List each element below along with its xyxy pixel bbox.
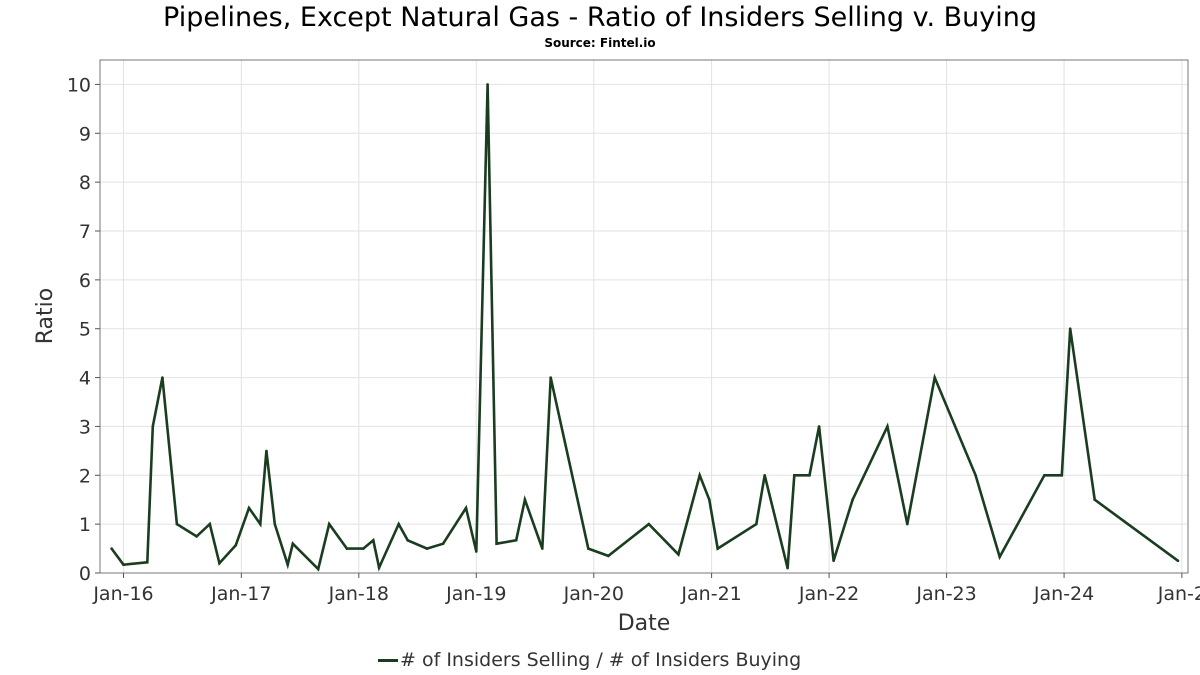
legend-label: # of Insiders Selling / # of Insiders Bu…: [400, 649, 802, 671]
data-point: [793, 474, 796, 477]
data-point: [441, 542, 445, 545]
data-point: [397, 522, 401, 526]
y-tick-label: 8: [79, 172, 91, 194]
x-tick-label: Jan-19: [445, 583, 506, 605]
y-tick-label: 0: [79, 563, 91, 585]
data-point: [1176, 559, 1180, 563]
data-point: [327, 522, 331, 526]
x-tick-label: Jan-16: [92, 583, 153, 605]
series-layer: [110, 83, 1180, 572]
x-axis-label: Date: [618, 611, 671, 636]
data-point: [377, 566, 381, 569]
data-point: [247, 506, 251, 510]
data-point: [755, 522, 758, 526]
data-point: [110, 547, 113, 550]
x-tick-label: Jan-22: [798, 583, 859, 605]
data-point: [851, 498, 854, 502]
y-tick-label: 2: [79, 465, 91, 487]
data-point: [587, 547, 590, 550]
data-point: [647, 522, 651, 526]
x-tick-label: Jan-24: [1033, 583, 1094, 605]
data-point: [175, 522, 179, 526]
data-point: [708, 498, 711, 502]
data-point: [273, 522, 277, 526]
data-point: [464, 506, 468, 510]
data-point: [933, 376, 936, 379]
data-point: [817, 425, 821, 428]
data-point: [234, 543, 238, 547]
data-point: [291, 542, 295, 545]
data-point: [1068, 327, 1072, 331]
data-point: [832, 559, 835, 563]
y-tick-label: 10: [67, 74, 91, 96]
chart-title: Pipelines, Except Natural Gas - Ratio of…: [163, 2, 1037, 33]
data-point: [974, 474, 977, 477]
data-point: [716, 547, 719, 550]
data-point: [161, 376, 164, 379]
data-point: [906, 522, 909, 526]
data-point: [541, 547, 544, 550]
x-axis-ticks: Jan-16 Jan-17 Jan-18 Jan-19 Jan-20 Jan-21 Jan-…: [92, 573, 1200, 605]
data-point: [998, 555, 1001, 559]
data-point: [345, 547, 349, 550]
data-point: [265, 449, 268, 453]
x-tick-label: Jan-2: [1157, 583, 1200, 605]
data-point: [406, 539, 410, 542]
data-point: [362, 547, 365, 550]
legend-line-swatch: [378, 658, 398, 662]
data-point: [122, 563, 125, 566]
y-axis-ticks: 0 1 2 3 4 5 6 7 8 9 10: [67, 74, 100, 585]
data-point: [151, 425, 155, 428]
data-point: [195, 535, 198, 538]
data-point: [763, 474, 766, 477]
x-tick-label: Jan-17: [210, 583, 271, 605]
chart-subtitle: Source: Fintel.io: [544, 36, 656, 50]
data-point: [316, 567, 320, 571]
legend: # of Insiders Selling / # of Insiders Bu…: [378, 648, 801, 672]
data-point: [808, 474, 811, 477]
data-point: [549, 376, 552, 379]
data-point: [218, 561, 221, 565]
data-point: [286, 563, 290, 566]
y-axis-label: Ratio: [33, 288, 58, 344]
data-point: [208, 522, 212, 526]
data-point: [475, 550, 478, 553]
data-point: [259, 522, 262, 526]
plot-area-frame: [99, 59, 1189, 574]
data-point: [425, 547, 429, 550]
data-point: [786, 566, 789, 570]
data-point: [607, 554, 610, 558]
data-point: [514, 539, 518, 542]
data-point: [486, 83, 489, 86]
y-tick-label: 6: [79, 270, 91, 292]
data-point: [372, 539, 375, 542]
y-tick-label: 3: [79, 416, 91, 438]
y-tick-label: 7: [79, 221, 91, 243]
data-point: [886, 425, 889, 428]
x-tick-label: Jan-23: [915, 583, 976, 605]
data-point: [1093, 498, 1096, 502]
y-tick-label: 1: [79, 514, 91, 536]
x-tick-label: Jan-21: [680, 583, 741, 605]
data-point: [146, 561, 149, 564]
series-line: [110, 84, 1179, 572]
data-point: [1060, 474, 1064, 477]
data-point: [1043, 474, 1046, 477]
y-tick-label: 5: [79, 319, 91, 341]
x-tick-label: Jan-20: [563, 583, 624, 605]
data-point: [677, 553, 680, 556]
data-point: [523, 498, 527, 502]
data-point: [495, 542, 498, 545]
y-tick-label: 9: [79, 123, 91, 145]
y-tick-label: 4: [79, 368, 91, 390]
data-point: [698, 474, 701, 477]
x-tick-label: Jan-18: [328, 583, 389, 605]
